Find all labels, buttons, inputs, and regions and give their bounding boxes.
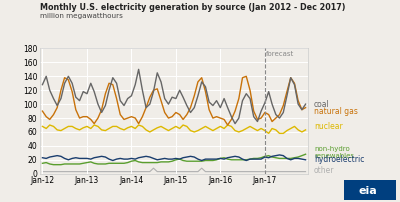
Text: coal: coal xyxy=(314,100,330,109)
Text: nuclear: nuclear xyxy=(314,122,343,131)
Text: eia: eia xyxy=(358,186,377,196)
FancyBboxPatch shape xyxy=(341,179,398,201)
Text: non-hydro
renewables: non-hydro renewables xyxy=(314,146,354,159)
Text: forecast: forecast xyxy=(266,51,294,57)
Text: Monthly U.S. electricity generation by source (Jan 2012 - Dec 2017): Monthly U.S. electricity generation by s… xyxy=(40,3,346,12)
Text: hydroelectric: hydroelectric xyxy=(314,155,364,164)
Text: natural gas: natural gas xyxy=(314,107,358,116)
Text: million megawatthours: million megawatthours xyxy=(40,13,123,19)
Text: other: other xyxy=(314,166,334,175)
